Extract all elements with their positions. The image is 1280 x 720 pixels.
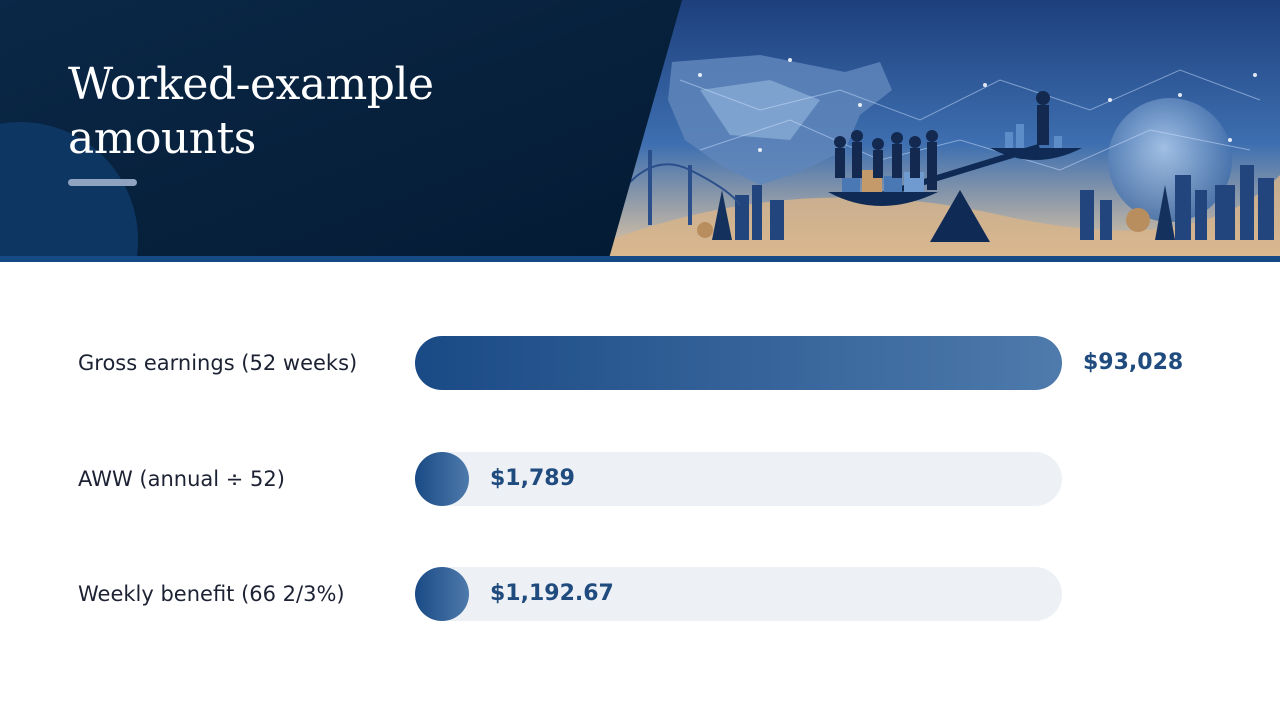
bar-track (415, 567, 1062, 621)
bar (415, 336, 1062, 390)
bar-value-label: $93,028 (1083, 350, 1184, 375)
header-illustration (0, 0, 1280, 262)
header-banner: Worked-example amounts (0, 0, 1280, 262)
bar (415, 452, 469, 506)
title-underline (68, 179, 137, 186)
bar-label: AWW (annual ÷ 52) (78, 467, 285, 491)
bar-label: Gross earnings (52 weeks) (78, 351, 358, 375)
bar-value-label: $1,789 (490, 466, 575, 491)
page-title: Worked-example amounts (68, 59, 434, 164)
bar-value-label: $1,192.67 (490, 581, 614, 606)
bar-track (415, 452, 1062, 506)
bar (415, 567, 469, 621)
bar-label: Weekly benefit (66 2/3%) (78, 582, 345, 606)
